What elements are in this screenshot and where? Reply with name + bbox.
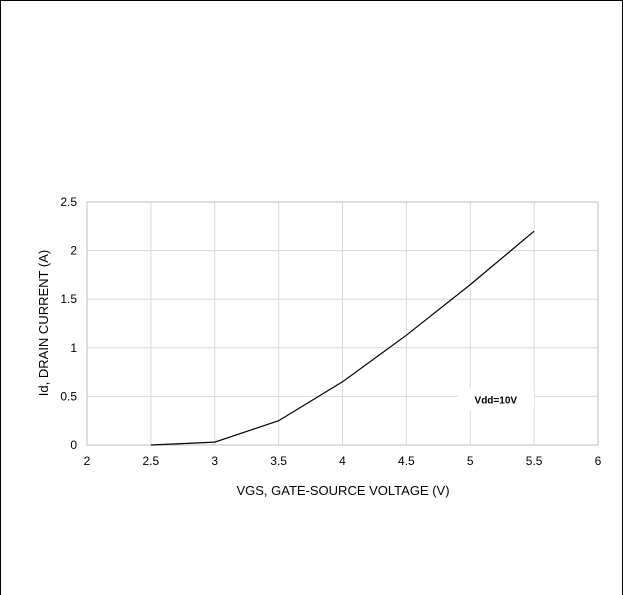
y-tick-label: 2.5 [60, 195, 77, 209]
x-axis-label: VGS, GATE-SOURCE VOLTAGE (V) [236, 483, 449, 498]
x-tick-label: 2 [84, 454, 91, 468]
series-line [150, 230, 535, 446]
annotation-box [457, 388, 534, 411]
series-group [150, 230, 535, 446]
x-tick-label: 5.5 [526, 454, 543, 468]
y-tick-label: 1 [70, 341, 77, 355]
x-tick-label: 4.5 [398, 454, 415, 468]
x-tick-label: 2.5 [143, 454, 160, 468]
x-tick-label: 3 [211, 454, 218, 468]
x-tick-labels: 2 2.5 3 3.5 4 4.5 5 5.5 6 [84, 454, 602, 468]
plot-area-border [86, 201, 599, 446]
x-tick-label: 6 [595, 454, 602, 468]
y-tick-label: 0.5 [60, 389, 77, 403]
y-axis-label: Id, DRAIN CURRENT (A) [36, 250, 51, 396]
x-tick-label: 5 [467, 454, 474, 468]
y-tick-labels: 0 0.5 1 1.5 2 2.5 [60, 195, 77, 452]
annotations: Vdd=10V [457, 388, 534, 411]
y-tick-label: 0 [70, 438, 77, 452]
y-tick-label: 2 [70, 244, 77, 258]
x-tick-label: 3.5 [270, 454, 287, 468]
annotation-vdd-label: Vdd=10V [475, 395, 518, 406]
x-tick-label: 4 [339, 454, 346, 468]
y-tick-label: 1.5 [60, 292, 77, 306]
